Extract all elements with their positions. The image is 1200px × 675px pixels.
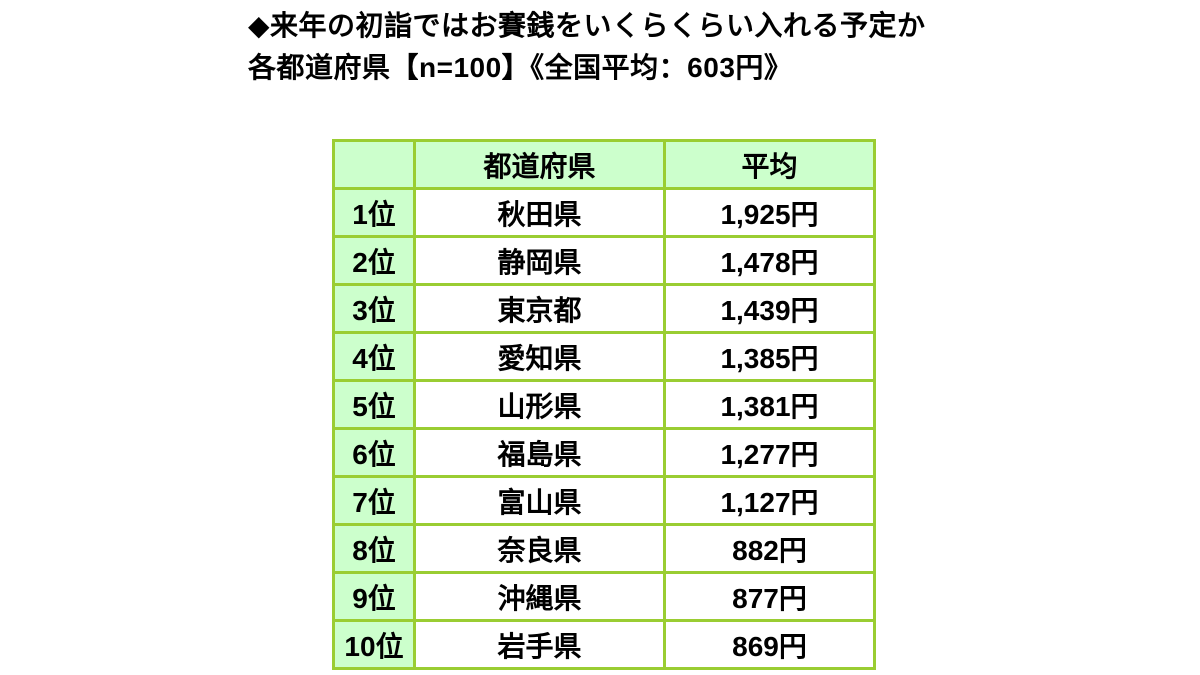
table-row: 10位 岩手県 869円 xyxy=(332,619,876,670)
header-row: 都道府県 平均 xyxy=(332,139,876,190)
table-row: 1位 秋田県 1,925円 xyxy=(332,187,876,238)
prefecture-cell: 東京都 xyxy=(413,283,666,334)
header-prefecture: 都道府県 xyxy=(413,139,666,190)
prefecture-cell: 山形県 xyxy=(413,379,666,430)
average-cell: 877円 xyxy=(663,571,876,622)
average-cell: 882円 xyxy=(663,523,876,574)
rank-cell: 2位 xyxy=(332,235,416,286)
average-cell: 1,925円 xyxy=(663,187,876,238)
table-row: 4位 愛知県 1,385円 xyxy=(332,331,876,382)
prefecture-cell: 富山県 xyxy=(413,475,666,526)
rank-cell: 4位 xyxy=(332,331,416,382)
prefecture-cell: 奈良県 xyxy=(413,523,666,574)
header-average: 平均 xyxy=(663,139,876,190)
rank-cell: 7位 xyxy=(332,475,416,526)
prefecture-cell: 静岡県 xyxy=(413,235,666,286)
table-row: 5位 山形県 1,381円 xyxy=(332,379,876,430)
table-row: 2位 静岡県 1,478円 xyxy=(332,235,876,286)
prefecture-cell: 福島県 xyxy=(413,427,666,478)
rank-cell: 3位 xyxy=(332,283,416,334)
rank-cell: 5位 xyxy=(332,379,416,430)
average-cell: 869円 xyxy=(663,619,876,670)
title-line-2: 各都道府県【n=100】《全国平均：603円》 xyxy=(248,52,793,83)
table-row: 9位 沖縄県 877円 xyxy=(332,571,876,622)
chart-title: ◆来年の初詣ではお賽銭をいくらくらい入れる予定か 各都道府県【n=100】《全国… xyxy=(248,5,926,89)
prefecture-cell: 岩手県 xyxy=(413,619,666,670)
header-rank-blank xyxy=(332,139,416,190)
rank-cell: 9位 xyxy=(332,571,416,622)
ranking-table: 都道府県 平均 1位 秋田県 1,925円 2位 静岡県 1,478円 3位 東… xyxy=(332,139,876,670)
average-cell: 1,381円 xyxy=(663,379,876,430)
rank-cell: 6位 xyxy=(332,427,416,478)
prefecture-cell: 愛知県 xyxy=(413,331,666,382)
table-row: 6位 福島県 1,277円 xyxy=(332,427,876,478)
rank-cell: 8位 xyxy=(332,523,416,574)
average-cell: 1,277円 xyxy=(663,427,876,478)
average-cell: 1,385円 xyxy=(663,331,876,382)
rank-cell: 10位 xyxy=(332,619,416,670)
title-line-1: ◆来年の初詣ではお賽銭をいくらくらい入れる予定か xyxy=(248,10,926,41)
average-cell: 1,127円 xyxy=(663,475,876,526)
prefecture-cell: 沖縄県 xyxy=(413,571,666,622)
table-row: 7位 富山県 1,127円 xyxy=(332,475,876,526)
table-row: 3位 東京都 1,439円 xyxy=(332,283,876,334)
rank-cell: 1位 xyxy=(332,187,416,238)
average-cell: 1,439円 xyxy=(663,283,876,334)
table-row: 8位 奈良県 882円 xyxy=(332,523,876,574)
average-cell: 1,478円 xyxy=(663,235,876,286)
prefecture-cell: 秋田県 xyxy=(413,187,666,238)
